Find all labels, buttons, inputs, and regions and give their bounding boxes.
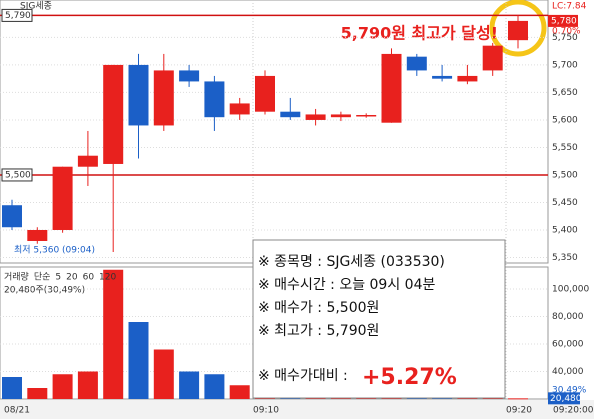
annotation: 5,790원 최고가 달성! — [341, 24, 498, 43]
volume-bar — [2, 377, 22, 399]
volume-current: 20,480주(30,49%) — [4, 285, 85, 296]
legend-item: 120 — [99, 273, 116, 283]
candle-body — [128, 64, 149, 126]
low-annotation: 최저 5,360 (09:04) — [14, 245, 95, 256]
candle-body — [432, 75, 453, 79]
volume-bar — [77, 371, 98, 399]
x-tick-label: 08/21 — [4, 406, 30, 416]
candle-body — [482, 45, 503, 71]
volume-bar — [27, 388, 48, 399]
candle-body — [103, 64, 124, 164]
volume-bar — [153, 349, 174, 399]
x-tick-label: 09:10 — [253, 406, 279, 416]
candle-body — [2, 205, 22, 228]
candle-body — [204, 81, 225, 118]
legend-item: 거래량 — [4, 271, 29, 283]
info-line: ※ 종목명 : SJG세종 (033530) — [258, 254, 445, 270]
price-tag-label: 5,780 — [551, 16, 577, 26]
y-tick-label: 80,000 — [552, 312, 584, 322]
candle-body — [179, 70, 200, 82]
candle-body — [27, 229, 48, 241]
volume-tag — [548, 392, 580, 405]
candle-body — [153, 70, 174, 126]
y-tick-label: 5,350 — [552, 253, 578, 263]
candle-body — [356, 114, 377, 117]
volume-bar — [103, 269, 124, 399]
reference-tag — [1, 8, 33, 22]
legend-item: 60 — [83, 273, 95, 283]
info-line: ※ 최고가 : 5,790원 — [258, 323, 379, 339]
lc: LC:7.84 — [552, 2, 587, 12]
y-tick-label: 5,600 — [552, 115, 578, 125]
y-tick-label: 40,000 — [552, 367, 584, 377]
volume-tag-label: 20,480 — [550, 394, 582, 404]
candle-body — [280, 111, 301, 118]
legend-item: 단순 — [34, 272, 51, 283]
y-tick-label: 5,400 — [552, 225, 578, 235]
time-axis — [0, 400, 594, 419]
y-tick-label: 60,000 — [552, 340, 584, 350]
y-tick-label: 5,500 — [552, 170, 578, 180]
candle-body — [255, 75, 275, 112]
y-tick-label: 100,000 — [552, 285, 589, 295]
price-tag — [548, 14, 578, 27]
candle-body — [508, 20, 528, 41]
reference-tag — [1, 168, 33, 182]
volume-bar — [52, 374, 73, 399]
cursor-time: 09:20:00 — [553, 406, 594, 416]
info-box — [252, 239, 506, 399]
compare-label: ※ 매수가대비 : — [258, 368, 348, 384]
reference-label: 5,790 — [5, 11, 31, 21]
candle-body — [406, 56, 427, 71]
volume-ratio: 30.49% — [552, 386, 587, 396]
candle-body — [52, 166, 73, 230]
candle-body — [381, 53, 402, 123]
candle-body — [330, 114, 351, 118]
candle-body — [457, 75, 478, 82]
volume-bar — [229, 385, 250, 399]
highlight-circle — [489, 0, 547, 57]
volume-bar — [204, 374, 225, 399]
legend-item: 20 — [66, 273, 78, 283]
volume-bar — [179, 371, 200, 399]
volume-bar — [508, 398, 528, 400]
x-tick-label: 09:20 — [506, 406, 532, 416]
y-tick-label: 5,750 — [552, 33, 578, 43]
candle-body — [77, 155, 98, 167]
y-tick-label: 5,700 — [552, 60, 578, 70]
legend-item: 5 — [55, 273, 61, 283]
compare-value: +5.27% — [362, 365, 457, 390]
candle-body — [305, 114, 326, 120]
change: 0.70% — [552, 27, 581, 37]
y-tick-label: 5,450 — [552, 198, 578, 208]
y-tick-label: 5,550 — [552, 143, 578, 153]
candle-body — [229, 103, 250, 115]
reference-label: 5,500 — [5, 170, 31, 180]
y-tick-label: 5,650 — [552, 88, 578, 98]
info-line: ※ 매수가 : 5,500원 — [258, 300, 379, 316]
stock-name: SJG세종 — [20, 1, 52, 12]
info-line: ※ 매수시간 : 오늘 09시 04분 — [258, 277, 435, 293]
volume-bar — [128, 322, 149, 399]
